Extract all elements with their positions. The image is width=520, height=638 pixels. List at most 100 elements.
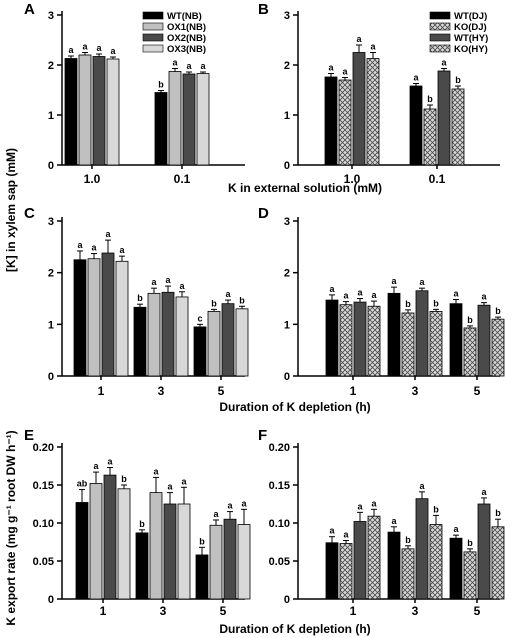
significance-label: a — [413, 73, 419, 83]
bar — [235, 308, 249, 377]
significance-label: a — [107, 457, 113, 467]
bar — [477, 503, 491, 600]
bar — [115, 260, 129, 377]
bar — [154, 92, 168, 166]
significance-label: b — [433, 298, 439, 308]
bar — [92, 56, 106, 166]
bar — [237, 524, 251, 600]
y-tick-label: 2 — [284, 268, 290, 280]
significance-label: a — [241, 498, 247, 508]
bar — [463, 327, 477, 377]
y-tick-label: 0 — [48, 160, 54, 172]
bar — [477, 304, 491, 377]
bar — [387, 292, 401, 377]
bar — [325, 299, 339, 377]
bar — [223, 518, 237, 600]
legend-label: OX1(NB) — [167, 22, 206, 33]
y-tick-label: 0.20 — [269, 442, 290, 454]
significance-label: a — [110, 46, 116, 56]
bar — [73, 259, 87, 377]
significance-label: b — [427, 94, 433, 104]
bar — [339, 543, 353, 600]
bar — [401, 548, 415, 600]
significance-label: a — [151, 277, 157, 287]
x-tick-label: 1 — [350, 384, 357, 398]
bar — [367, 515, 381, 600]
y-tick-label: 2 — [48, 268, 54, 280]
bar — [415, 498, 429, 600]
significance-label: a — [213, 509, 219, 519]
significance-label: a — [105, 229, 111, 239]
legend-label: KO(DJ) — [454, 22, 487, 33]
legend-swatch — [429, 33, 451, 42]
significance-label: a — [371, 498, 377, 508]
y-tick-label: 3 — [284, 10, 290, 22]
bar — [101, 252, 115, 377]
significance-label: a — [91, 243, 97, 253]
significance-label: b — [139, 519, 145, 529]
x-tick-label: 1 — [350, 604, 357, 618]
x-tick-label: 5 — [474, 384, 481, 398]
significance-label: b — [211, 298, 217, 308]
significance-label: a — [481, 292, 487, 302]
y-tick-label: 0 — [48, 594, 54, 606]
x-tick-label: 3 — [412, 604, 419, 618]
bar — [423, 108, 437, 166]
legend-label: KO(HY) — [454, 44, 488, 55]
bar — [366, 58, 380, 166]
bar — [64, 58, 78, 166]
y-tick-label: 0.20 — [33, 442, 54, 454]
significance-label: a — [225, 289, 231, 299]
significance-label: a — [200, 61, 206, 71]
legend-label: WT(HY) — [454, 33, 488, 44]
y-tick-label: 2 — [48, 60, 54, 72]
bar — [195, 554, 209, 600]
significance-label: a — [370, 42, 376, 52]
significance-label: a — [172, 58, 178, 68]
significance-label: a — [441, 58, 447, 68]
y-tick-label: 0.10 — [269, 518, 290, 530]
x-tick-label: 3 — [160, 604, 167, 618]
y-tick-label: 3 — [48, 216, 54, 228]
significance-label: a — [227, 501, 233, 511]
x-tick-label: 0.1 — [429, 172, 446, 186]
y-tick-label: 0.15 — [269, 480, 290, 492]
significance-label: a — [342, 67, 348, 77]
bar — [89, 483, 103, 600]
panel-letter: B — [258, 1, 269, 18]
significance-label: a — [96, 43, 102, 53]
bar — [463, 551, 477, 600]
x-axis-title-top: K in external solution (mM) — [228, 181, 382, 195]
bar — [491, 318, 505, 377]
bar — [135, 532, 149, 600]
y-tick-label: 3 — [284, 216, 290, 228]
significance-label: a — [93, 461, 99, 471]
x-tick-label: 5 — [474, 604, 481, 618]
significance-label: a — [329, 526, 335, 536]
x-tick-label: 5 — [218, 384, 225, 398]
y-tick-label: 1 — [284, 110, 290, 122]
bar — [401, 312, 415, 377]
bar — [429, 311, 443, 377]
significance-label: a — [453, 524, 459, 534]
bar — [352, 52, 366, 166]
y-tick-label: 0.05 — [269, 556, 290, 568]
y-tick-label: 0.05 — [33, 556, 54, 568]
bar — [449, 537, 463, 600]
legend-label: WT(NB) — [167, 11, 202, 22]
bar — [339, 304, 353, 377]
significance-label: a — [179, 281, 185, 291]
significance-label: a — [329, 284, 335, 294]
x-tick-label: 0.1 — [174, 172, 191, 186]
bar — [437, 70, 451, 166]
bar — [117, 488, 131, 600]
significance-label: a — [481, 487, 487, 497]
y-tick-label: 0 — [284, 371, 290, 383]
bar — [324, 76, 338, 166]
y-tick-label: 1 — [48, 110, 54, 122]
